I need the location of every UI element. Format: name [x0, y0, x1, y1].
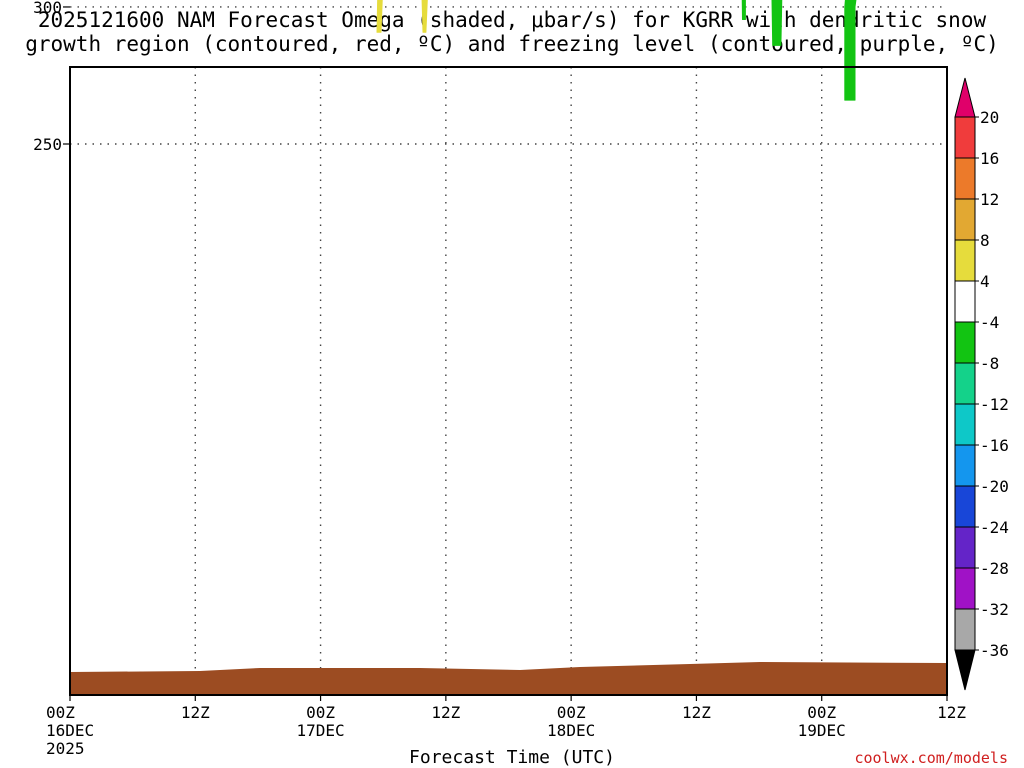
x-tick-label: 00Z — [557, 703, 586, 722]
colorbar-label: -24 — [980, 518, 1009, 537]
colorbar-label: 12 — [980, 190, 999, 209]
colorbar-label: -12 — [980, 395, 1009, 414]
colorbar-label: -20 — [980, 477, 1009, 496]
colorbar-label: 4 — [980, 272, 990, 291]
y-tick-label: 250 — [33, 135, 62, 154]
colorbar-cap-bottom — [954, 649, 976, 691]
colorbar-cap-top — [954, 77, 976, 118]
colorbar-swatch — [954, 608, 976, 651]
colorbar-swatch — [954, 116, 976, 159]
colorbar-label: 8 — [980, 231, 990, 250]
x-axis-label: Forecast Time (UTC) — [409, 747, 615, 768]
ground — [71, 662, 946, 694]
colorbar-label: -16 — [980, 436, 1009, 455]
colorbar: 20 16 12 8 4 -4 -8 -12 -16 -20 -24 -28 -32 -36 — [954, 77, 1009, 691]
x-tick-year: 2025 — [46, 739, 85, 758]
colorbar-swatch — [954, 403, 976, 446]
colorbar-label: -8 — [980, 354, 999, 373]
omega-shading — [376, 0, 857, 101]
omega-shade-region — [771, 0, 783, 46]
x-tick-label: 00Z — [306, 703, 335, 722]
ground-surface — [71, 662, 946, 694]
colorbar-swatch — [954, 321, 976, 364]
x-tick-label: 12Z — [431, 703, 460, 722]
colorbar-swatch — [954, 526, 976, 569]
plot-frame — [69, 66, 948, 696]
x-tick-label: 00Z — [807, 703, 836, 722]
plot-area — [70, 67, 947, 695]
chart-title-line-2: growth region (contoured, red, ºC) and f… — [25, 32, 999, 56]
credit-text: coolwx.com/models — [854, 749, 1008, 767]
colorbar-swatch — [954, 239, 976, 282]
colorbar-swatch — [954, 485, 976, 528]
colorbar-swatch — [954, 157, 976, 200]
x-tick-label: 12Z — [937, 703, 966, 722]
x-tick-date: 18DEC — [547, 721, 595, 740]
colorbar-label: -32 — [980, 600, 1009, 619]
x-tick-date: 16DEC — [46, 721, 94, 740]
chart-title-line-1: 2025121600 NAM Forecast Omega (shaded, μ… — [37, 8, 987, 32]
colorbar-label: -28 — [980, 559, 1009, 578]
x-tick-date: 17DEC — [296, 721, 344, 740]
colorbar-swatch — [954, 444, 976, 487]
colorbar-swatch — [954, 362, 976, 405]
omega-shade-region — [741, 0, 746, 20]
omega-shade-region — [844, 0, 857, 101]
omega-shade-region — [376, 0, 383, 33]
colorbar-label: 20 — [980, 108, 999, 127]
colorbar-swatch — [954, 567, 976, 610]
colorbar-swatch — [954, 198, 976, 241]
y-tick-label: 300 — [33, 0, 62, 17]
x-tick-date: 19DEC — [798, 721, 846, 740]
colorbar-swatch — [954, 280, 976, 323]
x-tick-label: 12Z — [181, 703, 210, 722]
y-axis: 2503003504004505005506006507007508008509… — [33, 0, 70, 154]
colorbar-label: -36 — [980, 641, 1009, 660]
x-tick-label: 00Z — [46, 703, 75, 722]
colorbar-label: -4 — [980, 313, 999, 332]
x-tick-label: 12Z — [682, 703, 711, 722]
colorbar-label: 16 — [980, 149, 999, 168]
omega-shade-region — [421, 0, 428, 33]
